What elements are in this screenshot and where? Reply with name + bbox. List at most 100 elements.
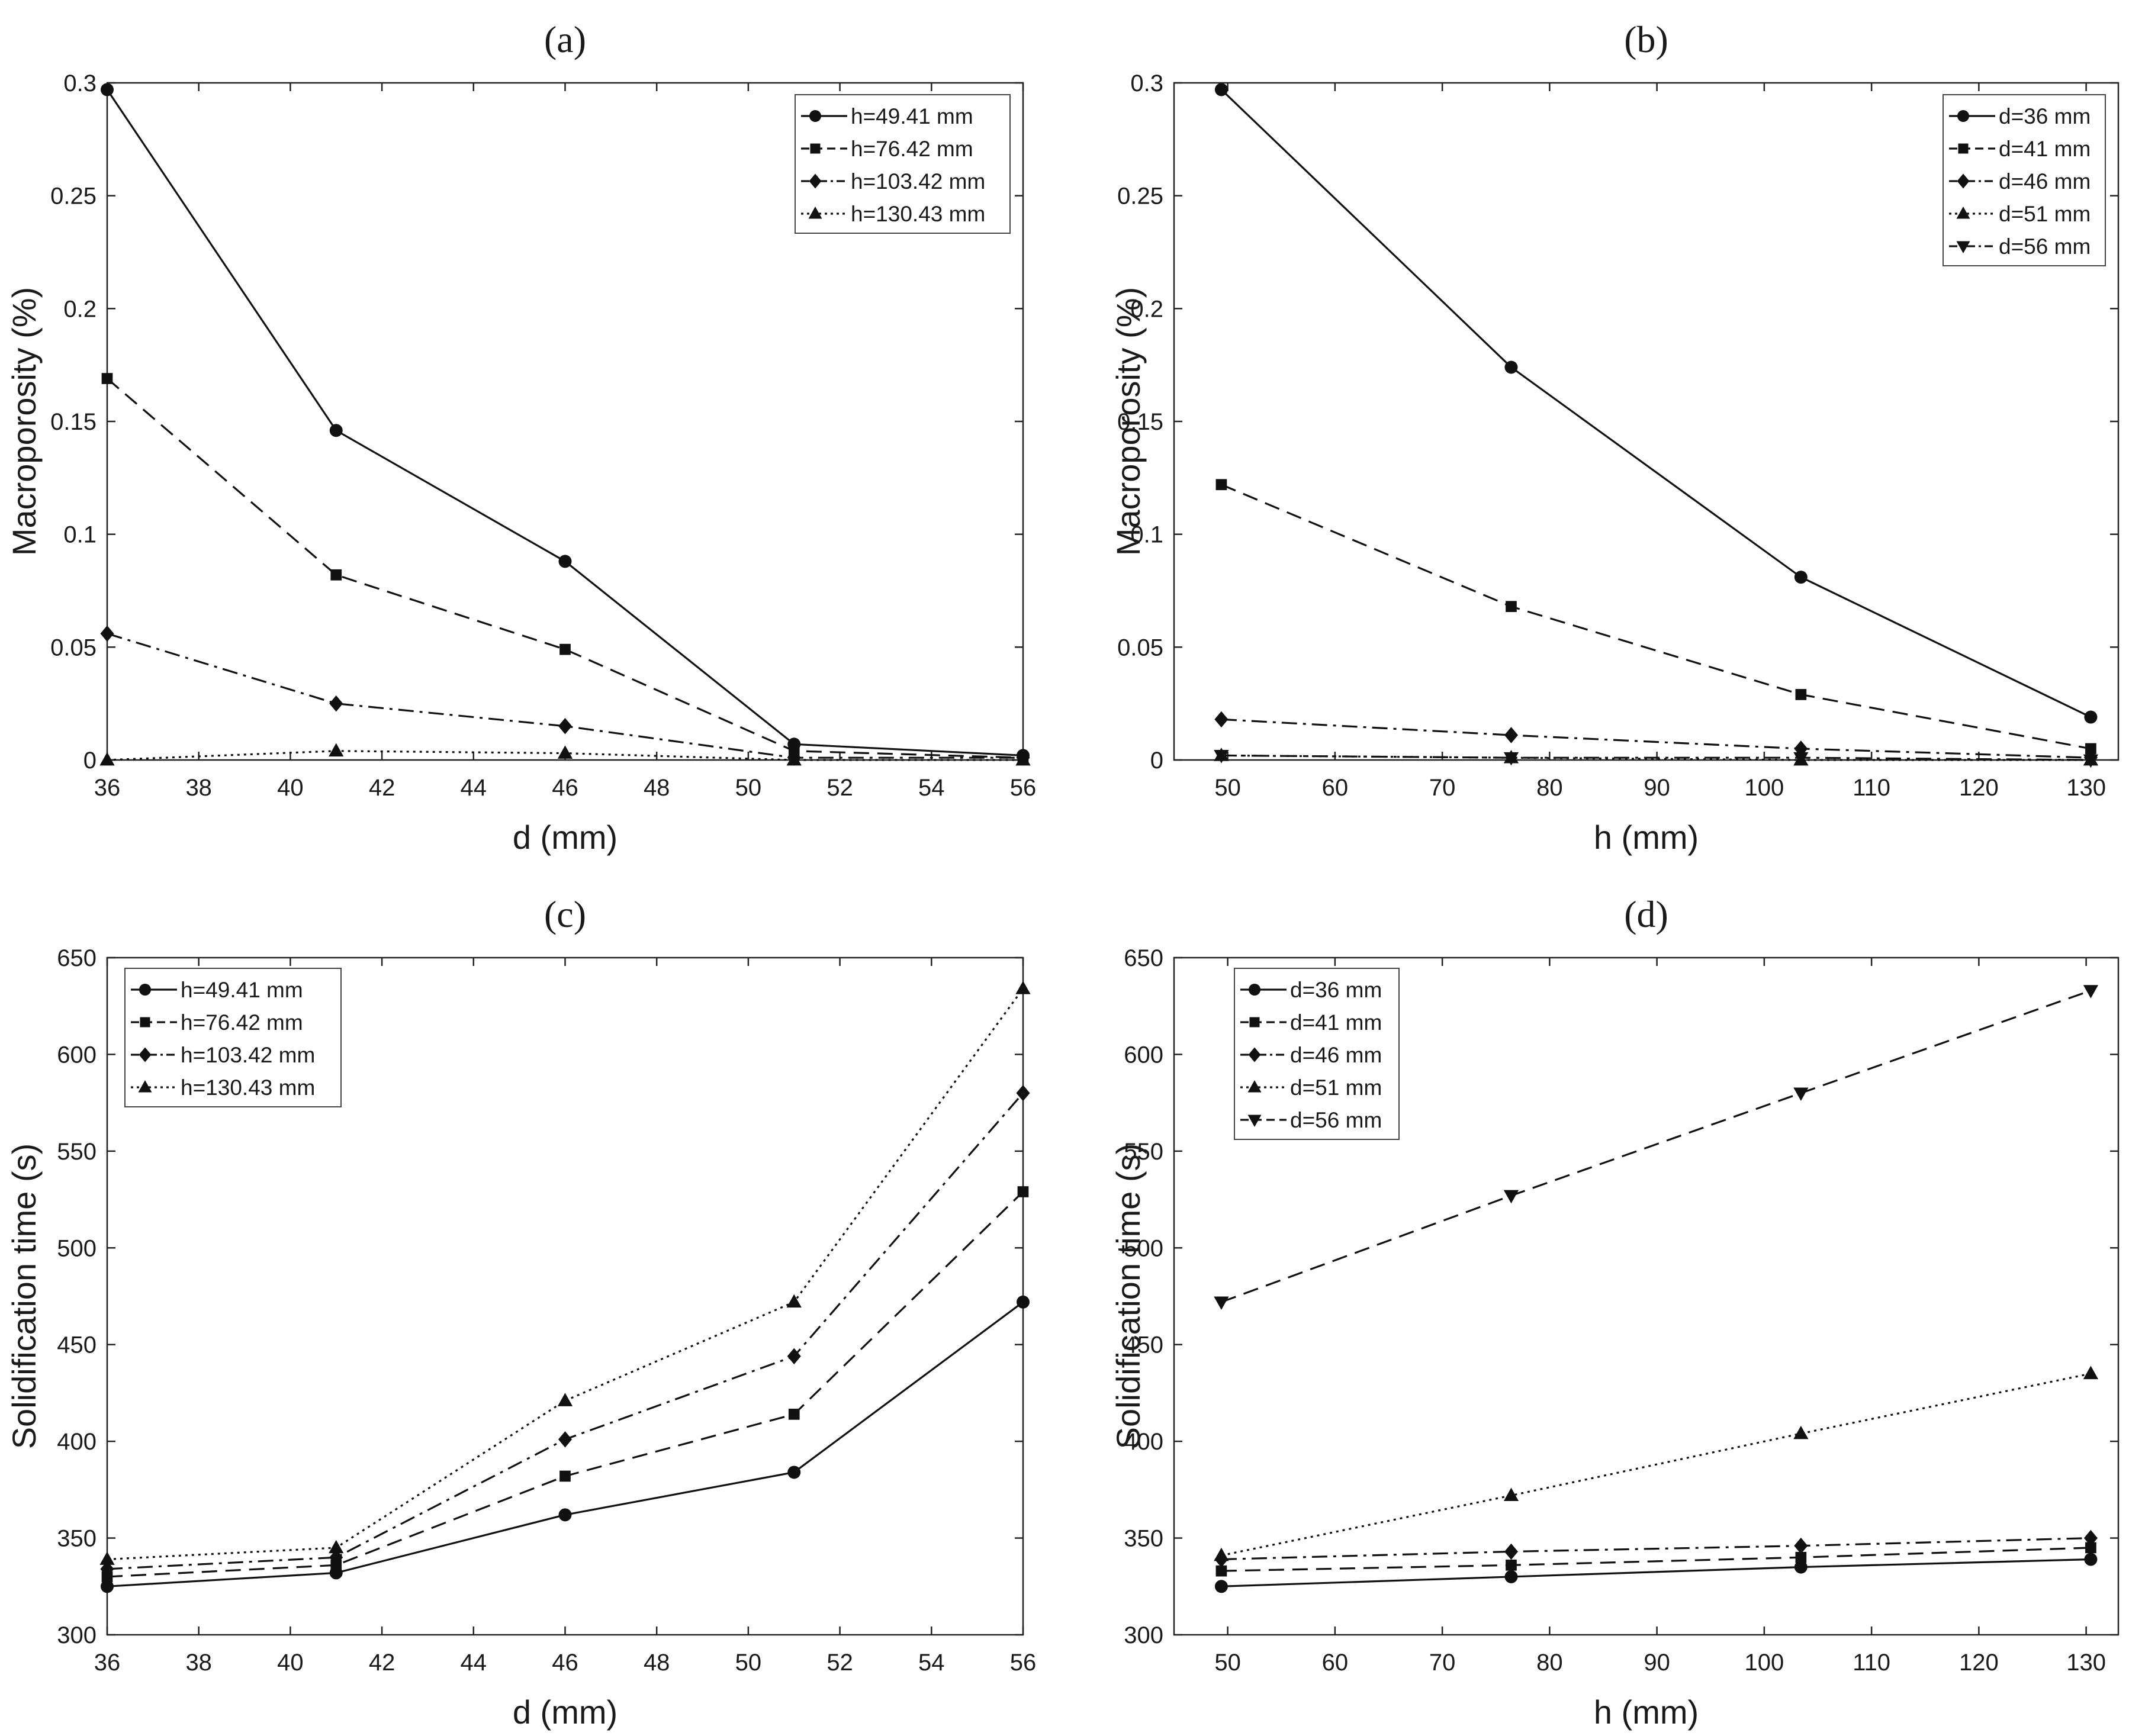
data-point — [1506, 1559, 1517, 1571]
legend: d=36 mm d=41 mm d=46 mm d=51 mm d=56 mm — [1943, 94, 2106, 266]
x-tick-label: 50 — [1214, 775, 1241, 801]
panel-d: (d) 50 60 70 80 90 100 110 120 130 300 350 400 450 500… — [1109, 893, 2120, 1731]
legend-marker — [1956, 207, 1970, 219]
data-point — [558, 718, 573, 735]
data-point — [330, 569, 342, 581]
x-tick-label: 50 — [1214, 1650, 1241, 1676]
legend: h=49.41 mm h=76.42 mm h=103.42 mm h=130.43 … — [124, 968, 342, 1107]
series-1 — [1214, 1553, 2098, 1593]
legend-box — [795, 94, 1011, 234]
y-tick-label: 0.1 — [1130, 522, 1163, 548]
x-tick-label: 60 — [1322, 775, 1349, 801]
y-tick-label: 650 — [57, 945, 97, 971]
data-point — [1214, 1580, 1228, 1593]
data-point — [101, 373, 113, 384]
x-tick-label: 50 — [735, 775, 762, 801]
series-3 — [100, 1085, 1030, 1577]
y-tick-label: 0.15 — [50, 409, 97, 435]
x-tick-label: 36 — [94, 775, 121, 801]
data-point — [1214, 1296, 1229, 1310]
x-tick-label: 38 — [185, 1650, 212, 1676]
y-tick-label: 0 — [1150, 748, 1163, 774]
data-point — [329, 743, 344, 757]
legend-label: h=103.42 mm — [181, 1043, 315, 1067]
series-line — [1221, 1558, 2091, 1587]
x-tick-label: 70 — [1429, 775, 1456, 801]
x-tick-label: 40 — [277, 1650, 304, 1676]
series-5 — [1214, 985, 2099, 1310]
data-point — [557, 745, 573, 759]
series-4 — [99, 743, 1031, 766]
legend-marker — [1248, 1047, 1261, 1062]
x-tick-label: 54 — [918, 775, 945, 801]
series-line — [1221, 1547, 2091, 1572]
legend-label: d=56 mm — [1290, 1108, 1382, 1132]
series-2 — [1215, 1542, 2096, 1577]
y-tick-label: 0.05 — [50, 635, 97, 661]
data-point — [2085, 1542, 2096, 1554]
y-axis-label: Solidification time (s) — [5, 1144, 43, 1450]
x-tick-label: 70 — [1429, 1650, 1456, 1676]
data-point — [1214, 711, 1228, 728]
x-tick-label: 38 — [185, 775, 212, 801]
x-tick-label: 100 — [1745, 775, 1784, 801]
legend-label: d=46 mm — [1999, 169, 2091, 194]
legend-label: d=41 mm — [1999, 137, 2091, 161]
legend-marker — [1958, 143, 1969, 154]
y-tick-label: 550 — [57, 1139, 97, 1165]
y-tick-label: 0.2 — [63, 296, 97, 322]
x-tick-label: 90 — [1644, 1650, 1670, 1676]
legend-marker — [810, 143, 821, 154]
y-tick-label: 400 — [57, 1429, 97, 1455]
x-tick-label: 42 — [369, 775, 395, 801]
data-point — [2083, 985, 2099, 999]
data-point — [786, 752, 802, 766]
legend-label: d=46 mm — [1290, 1043, 1382, 1067]
data-point — [786, 1294, 802, 1308]
y-tick-label: 500 — [1124, 1235, 1163, 1261]
x-axis-label: h (mm) — [1594, 1693, 1699, 1731]
x-tick-label: 48 — [644, 1650, 670, 1676]
x-axis-label: d (mm) — [513, 1693, 618, 1731]
y-tick-label: 0.3 — [1130, 70, 1163, 96]
data-point — [2084, 1553, 2098, 1566]
legend-marker — [1957, 110, 1969, 122]
data-point — [1503, 1190, 1519, 1204]
data-point — [329, 695, 343, 712]
data-point — [1794, 571, 1808, 584]
series-2 — [1215, 479, 2096, 755]
legend-label: d=36 mm — [1290, 978, 1382, 1002]
y-tick-label: 400 — [1124, 1429, 1163, 1455]
data-point — [99, 752, 115, 766]
y-tick-label: 350 — [57, 1526, 97, 1552]
legend: d=36 mm d=41 mm d=46 mm d=51 mm d=56 mm — [1234, 968, 1400, 1140]
y-tick-label: 0.15 — [1117, 409, 1163, 435]
data-point — [1215, 479, 1227, 491]
data-point — [558, 555, 572, 568]
legend-marker — [1956, 241, 1970, 253]
panel-label: (d) — [1624, 893, 1668, 935]
series-line — [1220, 89, 2092, 718]
panel-label: (a) — [544, 18, 586, 60]
data-point — [1504, 1543, 1519, 1560]
legend-box — [124, 968, 342, 1107]
data-point — [1017, 1295, 1030, 1309]
data-point — [1793, 1425, 1809, 1439]
series-line — [107, 632, 1023, 759]
y-tick-label: 0.05 — [1117, 635, 1163, 661]
data-point — [1215, 1565, 1227, 1577]
x-tick-label: 80 — [1536, 775, 1563, 801]
x-tick-label: 44 — [461, 775, 487, 801]
x-tick-label: 46 — [552, 775, 578, 801]
x-tick-label: 110 — [1853, 775, 1890, 801]
x-tick-label: 48 — [644, 775, 670, 801]
x-tick-label: 40 — [277, 775, 304, 801]
x-tick-label: 130 — [2066, 775, 2106, 801]
legend-marker — [138, 1080, 152, 1093]
data-point — [101, 1580, 114, 1593]
data-point — [557, 1393, 573, 1406]
legend-label: h=103.42 mm — [851, 169, 985, 194]
x-tick-label: 60 — [1322, 1650, 1349, 1676]
data-point — [1794, 740, 1808, 757]
y-tick-label: 0 — [83, 748, 97, 774]
